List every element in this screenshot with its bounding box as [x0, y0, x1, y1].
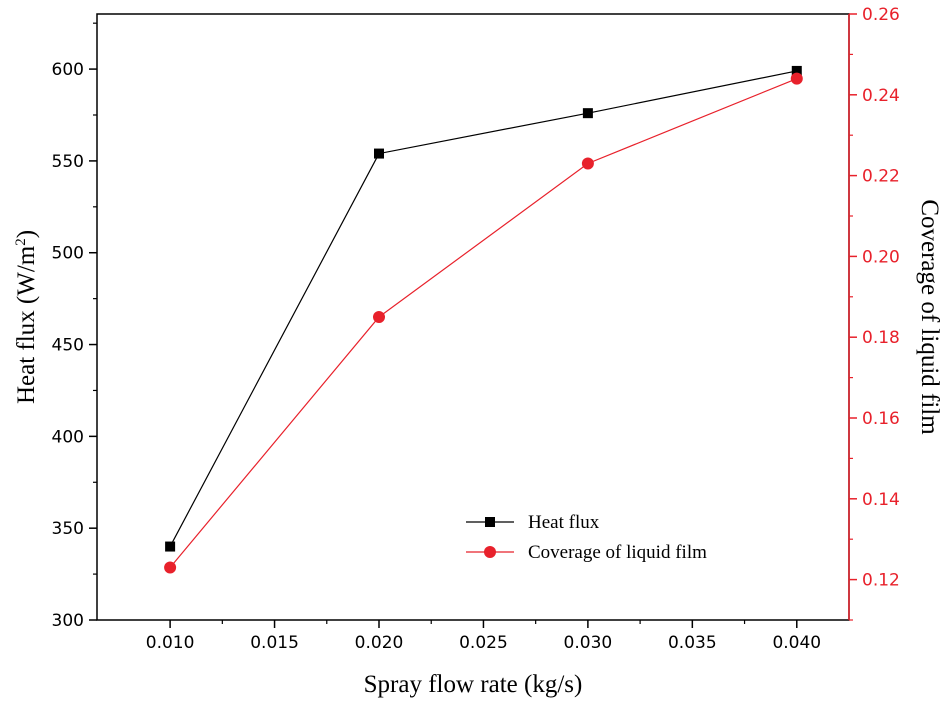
legend-coverage-marker: [484, 546, 496, 558]
plot-frame: [96, 13, 850, 621]
left-y-tick-label: 450: [52, 336, 84, 356]
heat-flux-point: [582, 108, 593, 119]
coverage-point: [164, 561, 177, 574]
left-y-tick-label: 400: [52, 427, 84, 447]
coverage-line: [169, 78, 798, 568]
heat-flux-point: [165, 541, 176, 552]
left-y-tick-label: 350: [52, 519, 84, 539]
series-layer: [164, 65, 803, 574]
left-axis-title: Heat flux (W/m2): [13, 230, 40, 404]
x-tick-label: 0.010: [146, 633, 195, 653]
legend-heat-flux-marker: [485, 517, 495, 527]
coverage-point: [581, 157, 594, 170]
coverage-point: [790, 72, 803, 85]
right-y-tick-label: 0.18: [862, 328, 900, 348]
left-axis-ticks: 300 350 400 450 500 550 600: [52, 22, 97, 631]
right-y-tick-label: 0.24: [862, 86, 900, 106]
x-tick-label: 0.030: [564, 633, 613, 653]
x-tick-label: 0.025: [459, 633, 508, 653]
left-axis-title-main: Heat flux (W/m: [13, 245, 40, 404]
left-axis-title-close: ): [13, 230, 40, 238]
right-y-tick-label: 0.26: [862, 5, 900, 25]
right-axis-ticks: 0.12 0.14 0.16 0.18 0.20 0.22 0.24 0.26: [849, 5, 900, 621]
x-axis-title: Spray flow rate (kg/s): [364, 671, 583, 698]
heat-flux-point: [791, 65, 802, 76]
right-y-tick-label: 0.22: [862, 167, 900, 187]
left-y-tick-label: 300: [52, 611, 84, 631]
x-tick-label: 0.035: [668, 633, 717, 653]
legend-coverage-label: Coverage of liquid film: [528, 542, 707, 563]
left-axis-title-sup: 2: [13, 238, 29, 246]
legend-heat-flux-label: Heat flux: [528, 512, 600, 533]
x-tick-label: 0.015: [250, 633, 299, 653]
right-y-tick-label: 0.14: [862, 490, 900, 510]
heat-flux-line: [169, 70, 797, 547]
legend: Heat flux Coverage of liquid film: [466, 512, 707, 563]
right-axis-title: Coverage of liquid film: [916, 199, 943, 435]
x-tick-label: 0.040: [772, 633, 821, 653]
left-y-tick-label: 600: [52, 60, 84, 80]
coverage-point: [373, 311, 385, 323]
right-y-tick-label: 0.20: [862, 247, 900, 267]
x-axis-ticks: 0.010 0.015 0.020 0.025 0.030 0.035 0.040: [146, 620, 821, 653]
left-y-tick-label: 500: [52, 244, 84, 264]
heat-flux-point: [374, 148, 384, 159]
right-y-tick-label: 0.16: [862, 409, 900, 429]
left-y-tick-label: 550: [52, 152, 84, 172]
right-y-tick-label: 0.12: [862, 571, 900, 591]
x-tick-label: 0.020: [355, 633, 404, 653]
